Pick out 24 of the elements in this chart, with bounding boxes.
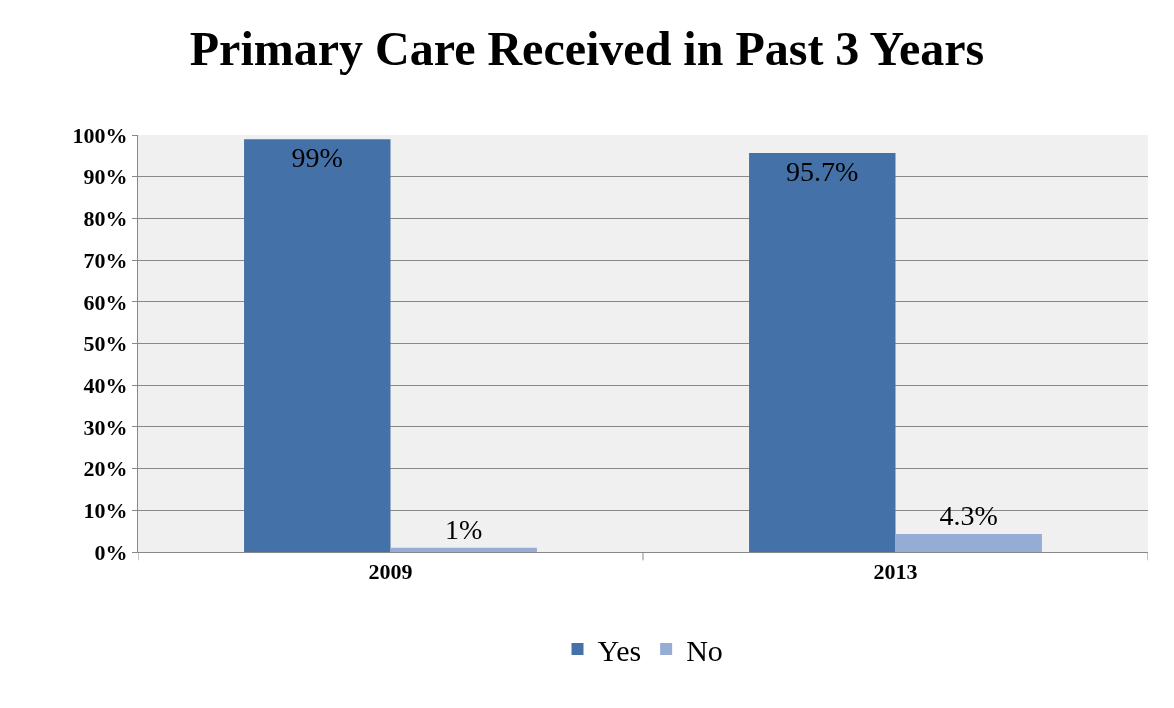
chart-title: Primary Care Received in Past 3 Years <box>189 22 985 76</box>
bar <box>390 547 537 552</box>
y-tick-label: 30% <box>83 414 128 440</box>
y-tick-label: 20% <box>83 456 128 482</box>
y-tick-label: 100% <box>72 122 128 148</box>
legend-label: No <box>686 633 723 667</box>
y-tick-label: 10% <box>83 498 128 523</box>
y-tick-label: 60% <box>83 289 128 315</box>
legend-label: Yes <box>597 633 642 667</box>
y-tick-label: 0% <box>94 539 128 565</box>
y-tick-label: 40% <box>83 372 128 398</box>
bar <box>749 152 896 552</box>
y-tick-label: 90% <box>83 164 128 190</box>
data-label: 99% <box>291 142 343 174</box>
data-label: 4.3% <box>939 500 998 532</box>
x-tick-label: 2013 <box>873 559 918 585</box>
x-tick-label: 2009 <box>368 559 413 585</box>
y-tick-label: 50% <box>83 331 128 357</box>
bar <box>895 534 1042 552</box>
bar <box>244 139 391 552</box>
data-label: 1% <box>445 513 483 545</box>
y-tick-label: 70% <box>83 247 128 273</box>
y-tick-label: 80% <box>83 206 128 232</box>
data-label: 95.7% <box>786 155 859 187</box>
